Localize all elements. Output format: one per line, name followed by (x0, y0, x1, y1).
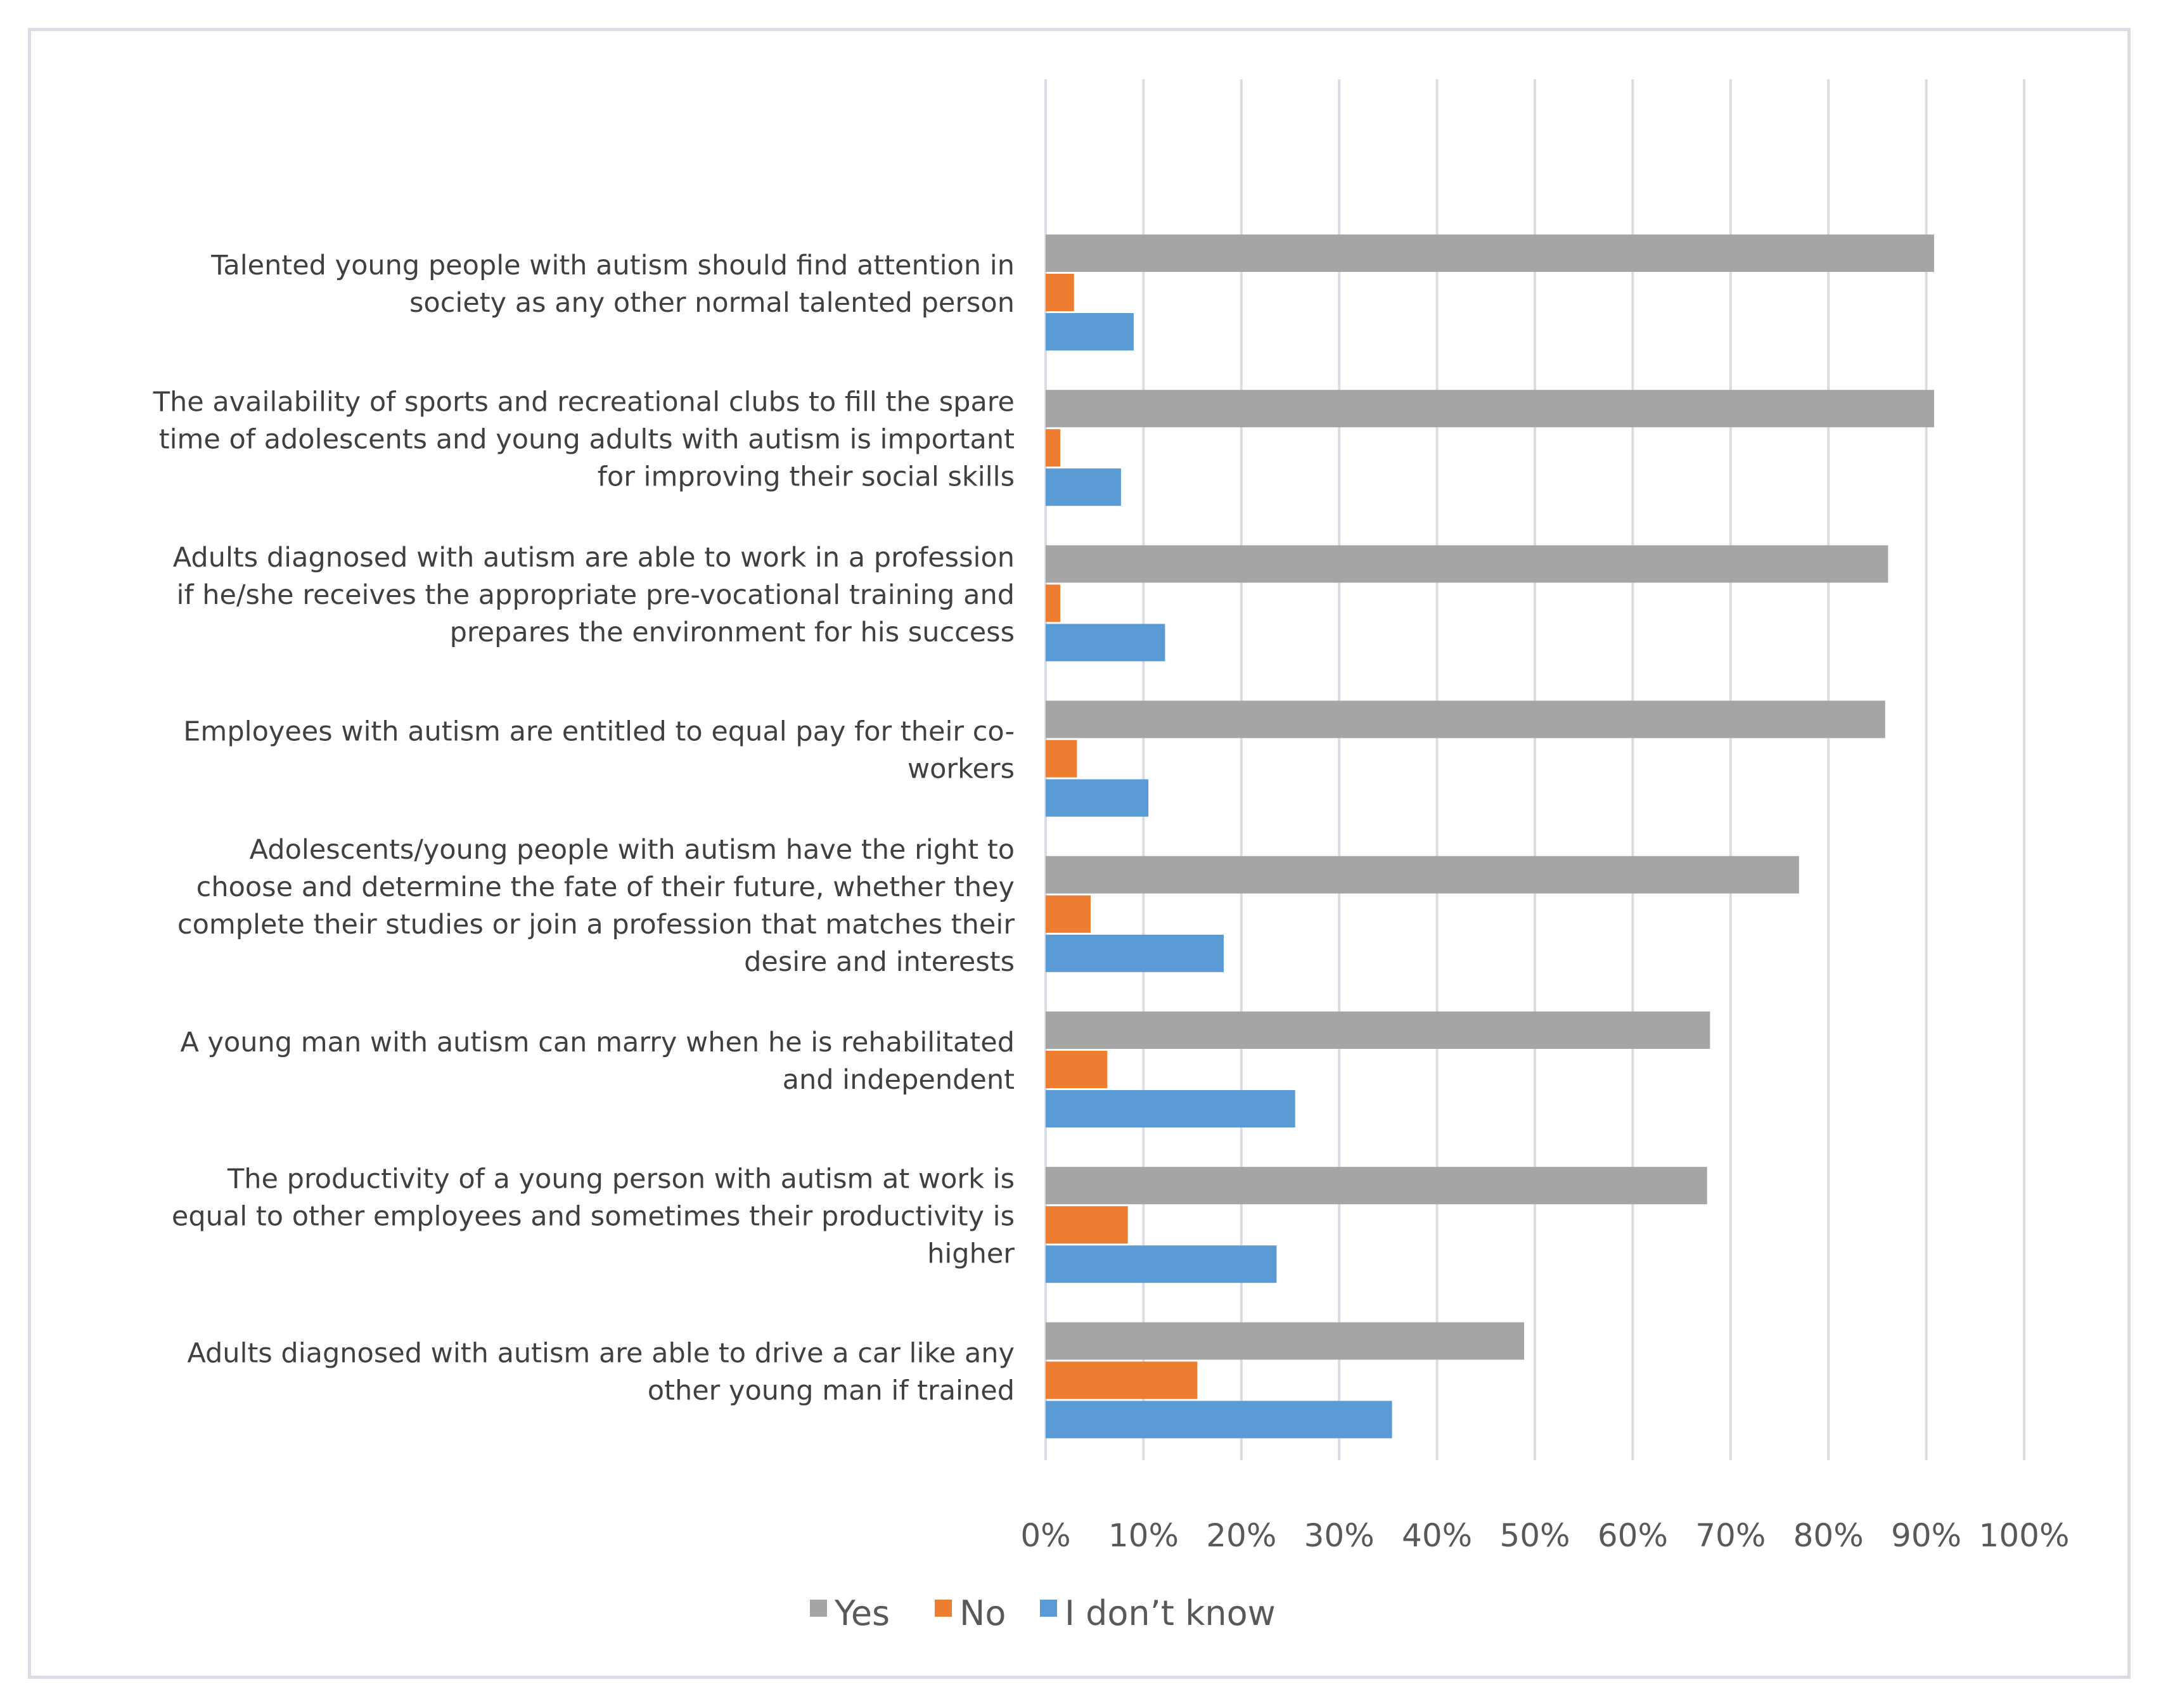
bar-no (1046, 584, 1061, 622)
category-label-line: equal to other employees and sometimes t… (172, 1201, 1015, 1233)
category-label-line: if he/she receives the appropriate pre-v… (177, 579, 1015, 611)
category-label-line: Adults diagnosed with autism are able to… (173, 542, 1015, 574)
chart-svg: Talented young people with autism should… (153, 79, 2069, 1633)
category-label-line: for improving their social skills (598, 461, 1015, 493)
legend-swatch-yes (810, 1600, 827, 1617)
category-label-line: Talented young people with autism should… (210, 250, 1015, 281)
x-axis-tick-labels: 0% 10% 20% 30% 40% 50% 60% 70% 80% 90% 100% (1020, 1517, 2069, 1554)
bar-no (1046, 895, 1091, 933)
bar-no (1046, 274, 1074, 311)
bar-no (1046, 1361, 1198, 1399)
category-label-line: society as any other normal talented per… (409, 287, 1015, 319)
x-tick-label: 0% (1020, 1517, 1070, 1554)
bar-yes (1046, 1167, 1707, 1205)
bar-i-don-t-know (1046, 934, 1224, 972)
category-label-line: choose and determine the fate of their f… (196, 871, 1015, 903)
bar-i-don-t-know (1046, 468, 1121, 506)
gridlines (1044, 79, 2025, 1460)
legend-label-i-don-t-know: I don’t know (1065, 1593, 1276, 1633)
category-label-line: The availability of sports and recreatio… (153, 387, 1015, 418)
x-tick-label: 80% (1793, 1517, 1864, 1554)
x-tick-label: 90% (1891, 1517, 1961, 1554)
category-label-line: prepares the environment for his success (450, 617, 1015, 648)
category-label-line: Adults diagnosed with autism are able to… (187, 1337, 1015, 1369)
bar-i-don-t-know (1046, 624, 1165, 662)
bar-yes (1046, 234, 1934, 272)
x-tick-label: 100% (1979, 1517, 2070, 1554)
bar-i-don-t-know (1046, 1090, 1295, 1127)
bar-yes (1046, 1322, 1525, 1360)
category-labels: Talented young people with autism should… (153, 250, 1015, 1406)
category-label-line: other young man if trained (648, 1375, 1015, 1406)
x-tick-label: 60% (1598, 1517, 1668, 1554)
legend-swatch-no (935, 1600, 952, 1617)
legend-label-no: No (959, 1593, 1006, 1633)
category-label-line: and independent (783, 1064, 1015, 1096)
x-tick-label: 20% (1206, 1517, 1276, 1554)
category-label-line: Employees with autism are entitled to eq… (183, 716, 1015, 748)
bar-i-don-t-know (1046, 313, 1134, 350)
category-label-line: desire and interests (744, 946, 1015, 978)
bar-yes (1046, 545, 1888, 583)
legend-swatch-i-don-t-know (1040, 1600, 1057, 1617)
bar-no (1046, 740, 1077, 778)
bar-yes (1046, 1011, 1710, 1049)
category-label-line: The productivity of a young person with … (227, 1164, 1015, 1195)
bar-no (1046, 1051, 1108, 1088)
category-label-line: complete their studies or join a profess… (177, 909, 1015, 941)
x-tick-label: 40% (1402, 1517, 1472, 1554)
legend-label-yes: Yes (834, 1593, 890, 1633)
bar-yes (1046, 700, 1885, 738)
bar-yes (1046, 390, 1934, 428)
bar-no (1046, 1206, 1128, 1244)
category-label-line: time of adolescents and young adults wit… (159, 424, 1015, 456)
category-label-line: workers (907, 754, 1015, 785)
chart-frame: Talented young people with autism should… (28, 28, 2131, 1679)
bar-i-don-t-know (1046, 1401, 1392, 1439)
bar-yes (1046, 856, 1799, 894)
bars (1046, 234, 1934, 1439)
bar-i-don-t-know (1046, 779, 1149, 817)
bar-i-don-t-know (1046, 1245, 1277, 1283)
category-label-line: Adolescents/young people with autism hav… (250, 834, 1015, 866)
x-tick-label: 70% (1695, 1517, 1766, 1554)
bar-no (1046, 429, 1061, 467)
x-tick-label: 50% (1499, 1517, 1570, 1554)
category-label-line: higher (927, 1238, 1015, 1270)
category-label-line: A young man with autism can marry when h… (180, 1027, 1015, 1058)
legend: Yes No I don’t know (810, 1593, 1276, 1633)
x-tick-label: 30% (1304, 1517, 1375, 1554)
x-tick-label: 10% (1108, 1517, 1179, 1554)
